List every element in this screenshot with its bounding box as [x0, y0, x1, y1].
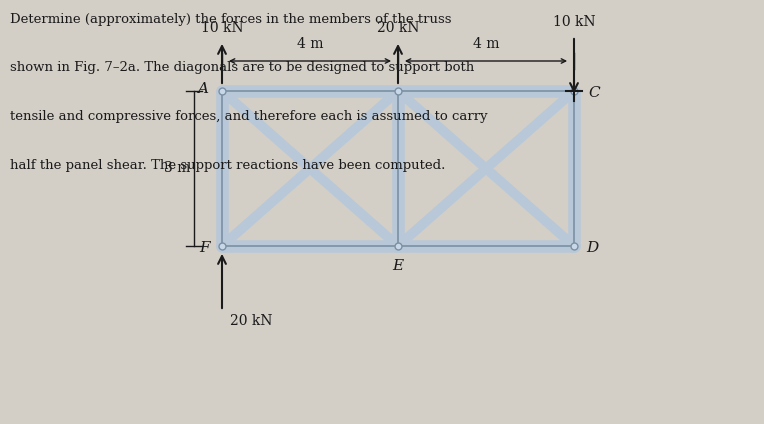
Text: Determine (approximately) the forces in the members of the truss: Determine (approximately) the forces in …: [10, 13, 452, 26]
Text: 4 m: 4 m: [473, 37, 499, 51]
Text: 20 kN: 20 kN: [377, 21, 419, 35]
Text: 3 m: 3 m: [163, 162, 190, 176]
Text: F: F: [199, 241, 210, 255]
Text: 10 kN: 10 kN: [201, 21, 243, 35]
Text: 4 m: 4 m: [296, 37, 323, 51]
Text: 10 kN: 10 kN: [552, 15, 595, 29]
Text: half the panel shear. The support reactions have been computed.: half the panel shear. The support reacti…: [10, 159, 445, 172]
Text: C: C: [588, 86, 600, 100]
Text: 20 kN: 20 kN: [230, 314, 273, 328]
Text: D: D: [586, 241, 598, 255]
Text: shown in Fig. 7–2a. The diagonals are to be designed to support both: shown in Fig. 7–2a. The diagonals are to…: [10, 61, 474, 75]
Text: A: A: [197, 82, 208, 96]
Text: tensile and compressive forces, and therefore each is assumed to carry: tensile and compressive forces, and ther…: [10, 110, 487, 123]
Text: E: E: [393, 259, 403, 273]
